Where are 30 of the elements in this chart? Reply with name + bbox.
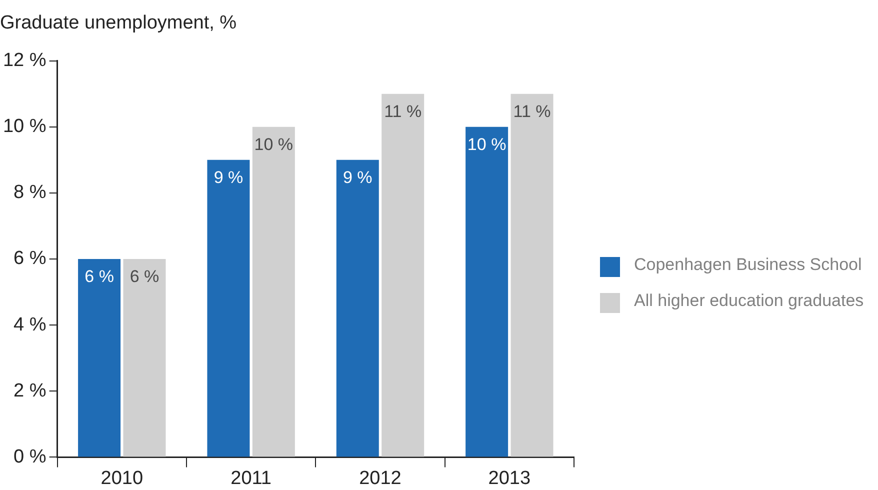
y-tick-label: 10 % [2,116,46,138]
data-label: 10 % [254,135,294,154]
bar [123,259,166,457]
x-tick-label: 2010 [100,468,144,489]
data-label: 6 % [84,267,114,286]
data-label: 11 % [513,102,551,122]
bar [466,126,508,457]
x-tick-label: 2011 [230,468,272,489]
bar [207,160,250,457]
chart-title: Graduate unemployment, % [0,12,237,34]
y-tick-label: 6 % [14,248,46,270]
x-tick-label: 2012 [359,468,402,489]
data-label: 9 % [342,168,372,188]
bar [252,126,295,457]
data-label: 11 % [384,102,422,122]
legend-label: All higher education graduates [634,291,864,311]
x-tick-label: 2013 [488,468,531,489]
bar [78,259,121,457]
data-label: 9 % [214,168,244,188]
y-tick-label: 4 % [14,314,46,336]
y-tick-label: 0 % [14,446,46,468]
legend-label: Copenhagen Business School [634,255,862,275]
bar [336,160,379,457]
y-tick-label: 2 % [14,380,46,402]
bar [510,94,554,457]
data-label: 10 % [467,135,506,154]
y-tick-label: 12 % [2,50,46,72]
data-label: 6 % [130,267,160,286]
y-tick-label: 8 % [14,182,46,204]
bar [382,94,424,457]
